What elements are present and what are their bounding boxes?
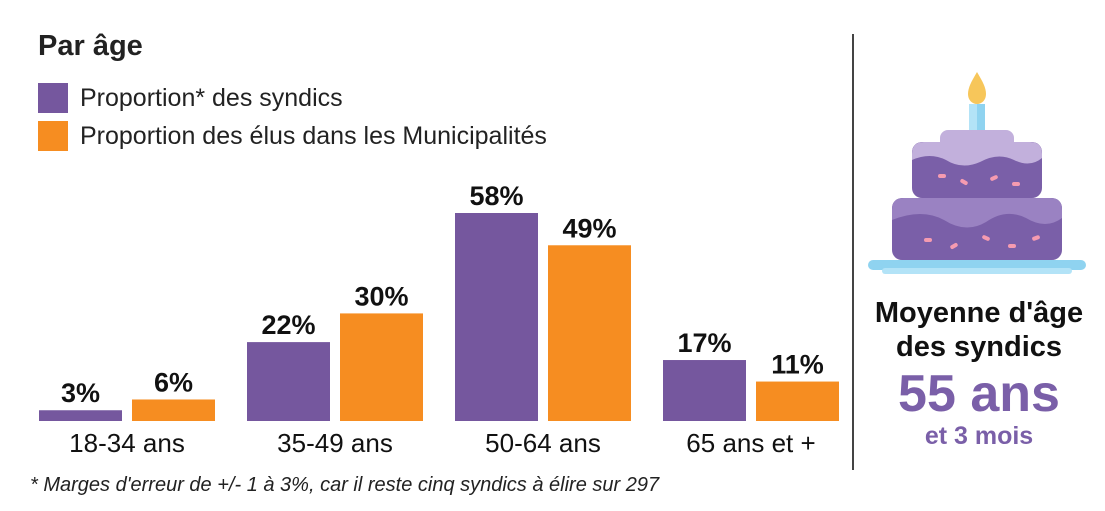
legend-label-elus: Proportion des élus dans les Municipalit… <box>80 121 547 150</box>
bar-syndics-2 <box>247 342 330 421</box>
bar-elus-4 <box>756 381 839 421</box>
legend-label-syndics: Proportion* des syndics <box>80 83 343 112</box>
average-age-value: 55 ans <box>898 365 1060 423</box>
legend: Proportion* des syndics Proportion des é… <box>38 80 547 156</box>
category-label-2: 35-49 ans <box>277 428 393 458</box>
average-age-label: Moyenne d'âge des syndics <box>874 297 1084 363</box>
bar-syndics-4 <box>663 360 746 421</box>
legend-item-syndics: Proportion* des syndics <box>38 80 547 116</box>
bar-elus-3 <box>548 245 631 421</box>
bar-syndics-3 <box>455 213 538 421</box>
chart-title: Par âge <box>38 30 143 62</box>
bar-syndics-1 <box>39 410 122 421</box>
bar-chart: 3% 6% 18-34 ans 22% 30% 35-49 ans 58% 49% 50-64 … <box>39 181 839 458</box>
average-age-extra: et 3 mois <box>924 422 1034 450</box>
footnote: * Marges d'erreur de +/- 1 à 3%, car il … <box>30 474 660 496</box>
category-label-3: 50-64 ans <box>485 428 601 458</box>
legend-item-elus: Proportion des élus dans les Municipalit… <box>38 118 547 154</box>
data-label-syndics-2: 22% <box>261 310 315 340</box>
data-label-elus-4: 11% <box>771 350 824 380</box>
data-label-elus-1: 6% <box>154 367 193 397</box>
category-label-4: 65 ans et + <box>686 428 815 458</box>
data-label-syndics-4: 17% <box>677 328 731 358</box>
category-label-1: 18-34 ans <box>69 428 185 458</box>
bar-elus-2 <box>340 313 423 421</box>
bar-elus-1 <box>132 399 215 421</box>
data-label-elus-3: 49% <box>562 213 616 243</box>
average-age-panel: Moyenne d'âge des syndics 55 ans et 3 mo… <box>856 296 1102 450</box>
data-label-syndics-3: 58% <box>469 181 523 211</box>
data-label-syndics-1: 3% <box>61 378 100 408</box>
legend-swatch-syndics <box>38 83 68 113</box>
birthday-cake-icon <box>868 72 1086 274</box>
data-label-elus-2: 30% <box>354 281 408 311</box>
divider <box>852 34 854 470</box>
legend-swatch-elus <box>38 121 68 151</box>
